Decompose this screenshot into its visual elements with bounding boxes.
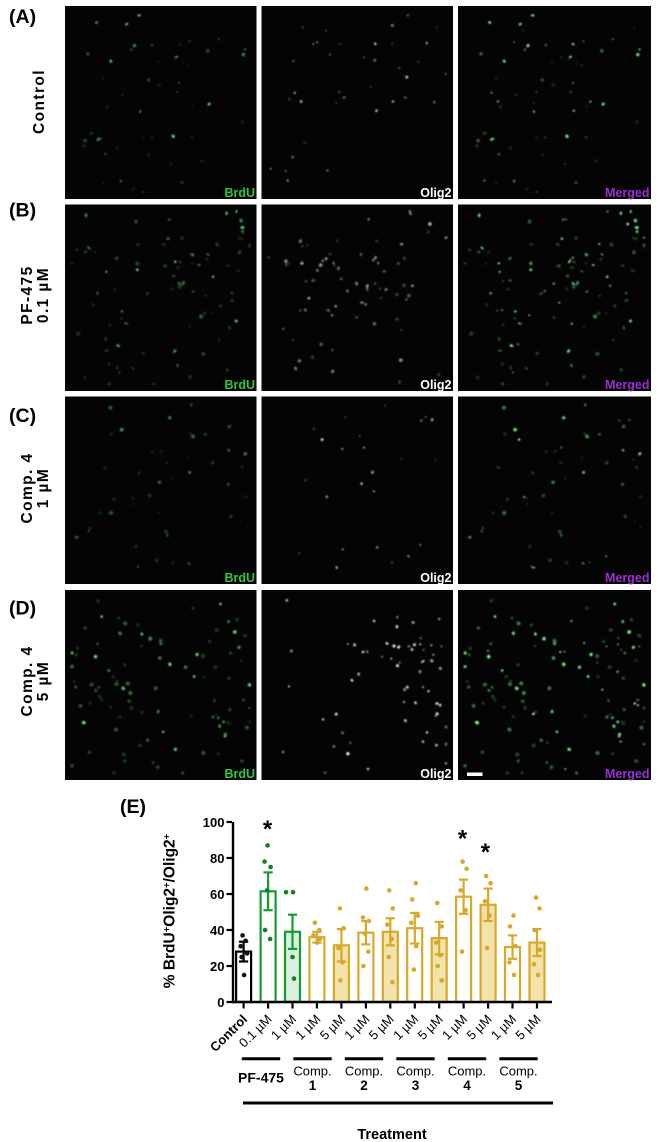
svg-text:Olig2: Olig2 xyxy=(420,378,451,392)
svg-text:BrdU: BrdU xyxy=(224,378,255,392)
svg-text:2: 2 xyxy=(360,1078,368,1093)
svg-text:Comp.: Comp. xyxy=(499,1064,537,1079)
svg-text:Merged: Merged xyxy=(605,571,649,585)
svg-text:*: * xyxy=(458,826,468,853)
svg-text:Control: Control xyxy=(31,69,48,134)
svg-text:Olig2: Olig2 xyxy=(420,767,451,781)
svg-text:1 µM: 1 µM xyxy=(35,468,52,508)
svg-text:Comp.: Comp. xyxy=(345,1064,383,1079)
svg-text:Comp. 4: Comp. 4 xyxy=(19,646,36,717)
svg-text:(A): (A) xyxy=(9,6,36,28)
svg-text:5 µM: 5 µM xyxy=(35,661,52,701)
svg-text:PF-475: PF-475 xyxy=(238,1070,284,1086)
svg-text:BrdU: BrdU xyxy=(224,571,255,585)
svg-text:Comp.: Comp. xyxy=(396,1064,434,1079)
svg-text:60: 60 xyxy=(210,887,224,902)
svg-text:BrdU: BrdU xyxy=(224,767,255,781)
svg-text:1: 1 xyxy=(309,1078,317,1093)
svg-text:0.1 µM: 0.1 µM xyxy=(35,267,52,323)
svg-text:100: 100 xyxy=(203,815,225,830)
svg-text:PF-475: PF-475 xyxy=(19,265,36,324)
svg-text:BrdU: BrdU xyxy=(224,186,255,200)
svg-text:(E): (E) xyxy=(120,796,146,818)
svg-text:Merged: Merged xyxy=(605,186,649,200)
svg-text:(C): (C) xyxy=(9,405,36,427)
svg-text:5: 5 xyxy=(515,1078,523,1093)
svg-text:4: 4 xyxy=(463,1078,471,1093)
svg-text:Comp.: Comp. xyxy=(448,1064,486,1079)
svg-text:Comp. 4: Comp. 4 xyxy=(19,453,36,524)
svg-text:Olig2: Olig2 xyxy=(420,186,451,200)
svg-text:Merged: Merged xyxy=(605,767,649,781)
svg-text:40: 40 xyxy=(210,923,224,938)
svg-text:*: * xyxy=(263,816,273,843)
svg-text:(B): (B) xyxy=(9,200,36,222)
svg-text:3: 3 xyxy=(412,1078,420,1093)
svg-text:Merged: Merged xyxy=(605,378,649,392)
svg-text:% BrdU+Olig2+/Olig2+: % BrdU+Olig2+/Olig2+ xyxy=(162,833,179,988)
svg-text:0: 0 xyxy=(217,995,224,1010)
svg-text:Comp.: Comp. xyxy=(293,1064,331,1079)
svg-text:*: * xyxy=(481,839,491,866)
svg-text:Treatment: Treatment xyxy=(357,1127,426,1142)
svg-text:Olig2: Olig2 xyxy=(420,571,451,585)
svg-text:20: 20 xyxy=(210,959,224,974)
svg-text:(D): (D) xyxy=(9,598,36,620)
svg-text:80: 80 xyxy=(210,851,224,866)
